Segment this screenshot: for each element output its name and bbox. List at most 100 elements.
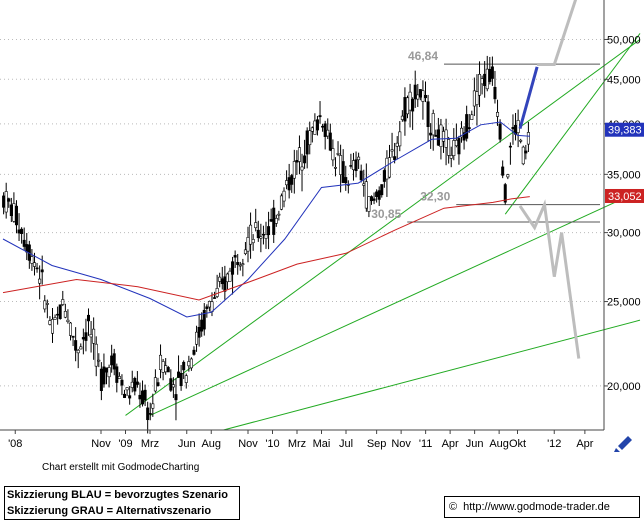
candle-body-54 [141, 390, 145, 405]
candle-body-15 [40, 269, 44, 273]
candle-body-49 [128, 395, 132, 399]
x-tick-label-10: Jul [339, 438, 353, 450]
candle-body-169 [436, 129, 440, 146]
candle-body-177 [457, 138, 461, 155]
trendline-3 [504, 33, 641, 215]
candle-body-166 [429, 132, 433, 136]
candle-body-181 [467, 127, 471, 129]
candle-body-33 [87, 314, 91, 322]
candle-body-140 [362, 183, 366, 186]
x-tick-label-14: Apr [442, 438, 459, 450]
candle-body-73 [189, 358, 193, 369]
candle-body-130 [336, 153, 340, 155]
candle-body-162 [418, 89, 422, 98]
source-url[interactable]: http://www.godmode-trader.de [463, 501, 610, 513]
candle-body-80 [207, 301, 211, 308]
candle-body-22 [58, 304, 62, 319]
candle-body-55 [143, 389, 147, 401]
candle-body-86 [223, 276, 227, 292]
levels: 46,84 32,30 30,85 [371, 49, 600, 223]
candle-body-123 [318, 115, 322, 118]
candle-body-118 [305, 130, 309, 155]
candle-body-88 [228, 270, 232, 282]
candle-body-38 [99, 368, 103, 391]
x-tick-label-0: '08 [8, 438, 22, 450]
candle-body-150 [387, 157, 391, 178]
candle-body-71 [184, 375, 188, 383]
candle-body-183 [472, 90, 476, 107]
x-tick-label-13: '11 [419, 438, 433, 450]
candle-body-95 [246, 237, 250, 252]
tool-icon-group[interactable] [614, 436, 632, 452]
candle-body-66 [171, 384, 175, 388]
x-tick-label-4: Jun [178, 438, 196, 450]
y-tick-label-2: 30,000 [607, 228, 641, 240]
candle-body-40 [105, 367, 109, 373]
candle-body-186 [480, 78, 484, 85]
moving-average-0 [2, 121, 530, 318]
price-label-box-1 [605, 188, 644, 203]
moving-averages [2, 121, 530, 318]
candle-body-117 [303, 155, 307, 164]
level-label-0: 46,84 [408, 49, 438, 63]
candle-body-158 [408, 91, 412, 111]
candle-body-173 [447, 139, 451, 156]
candle-body-23 [61, 299, 65, 305]
candle-body-168 [434, 134, 438, 137]
candle-body-76 [197, 326, 201, 338]
y-tick-label-0: 20,000 [607, 381, 641, 393]
candle-body-174 [449, 155, 453, 159]
x-tick-label-15: Jun [466, 438, 484, 450]
candle-body-97 [251, 239, 255, 244]
candle-body-124 [321, 125, 325, 128]
candle-body-197 [508, 145, 512, 148]
candle-body-70 [182, 361, 186, 371]
source-link-box[interactable]: © http://www.godmode-trader.de [444, 496, 640, 518]
candle-body-82 [213, 297, 217, 299]
candle-body-59 [153, 377, 157, 392]
candle-body-17 [45, 303, 49, 305]
candle-body-72 [187, 361, 191, 367]
candle-body-120 [310, 127, 314, 132]
candle-body-60 [156, 382, 160, 387]
candle-body-108 [279, 195, 283, 210]
candle-body-190 [490, 66, 494, 79]
price-labels: 39,383 33,052 [605, 122, 644, 203]
candle-body-106 [274, 218, 278, 224]
pencil-icon[interactable] [614, 436, 632, 452]
candle-body-164 [424, 94, 428, 99]
candle-body-18 [48, 320, 52, 325]
candle-body-64 [166, 367, 170, 373]
candle-body-26 [68, 322, 72, 336]
candle-body-144 [372, 198, 376, 201]
candle-body-93 [241, 263, 245, 266]
candle-body-135 [349, 165, 353, 167]
candle-body-145 [375, 191, 379, 198]
legend-gray-text: Skizzierung GRAU = Alternativszenario [7, 505, 212, 517]
candle-body-148 [382, 170, 386, 182]
candle-body-5 [14, 205, 18, 226]
candle-body-128 [331, 148, 335, 161]
x-tick-label-6: Nov [238, 438, 258, 450]
candle-body-4 [12, 203, 16, 222]
candle-body-12 [32, 262, 36, 267]
candle-body-170 [439, 124, 443, 147]
candle-body-99 [256, 229, 260, 239]
candle-body-139 [359, 170, 363, 181]
candle-body-176 [454, 139, 458, 146]
candle-body-116 [300, 166, 304, 171]
x-tick-label-16: Aug [489, 438, 509, 450]
candle-body-14 [38, 278, 42, 284]
candle-body-202 [521, 146, 525, 165]
candle-body-192 [496, 112, 500, 117]
candle-body-132 [341, 161, 345, 183]
candle-body-182 [470, 114, 474, 120]
y-tick-label-6: 50,000 [607, 34, 641, 46]
candle-body-2 [7, 198, 11, 202]
candle-body-142 [367, 196, 371, 212]
candle-body-78 [202, 309, 206, 330]
scenario-legend: Skizzierung BLAU = bevorzugtes Szenario … [4, 486, 240, 520]
candle-body-53 [138, 394, 142, 400]
candle-body-81 [210, 301, 214, 313]
